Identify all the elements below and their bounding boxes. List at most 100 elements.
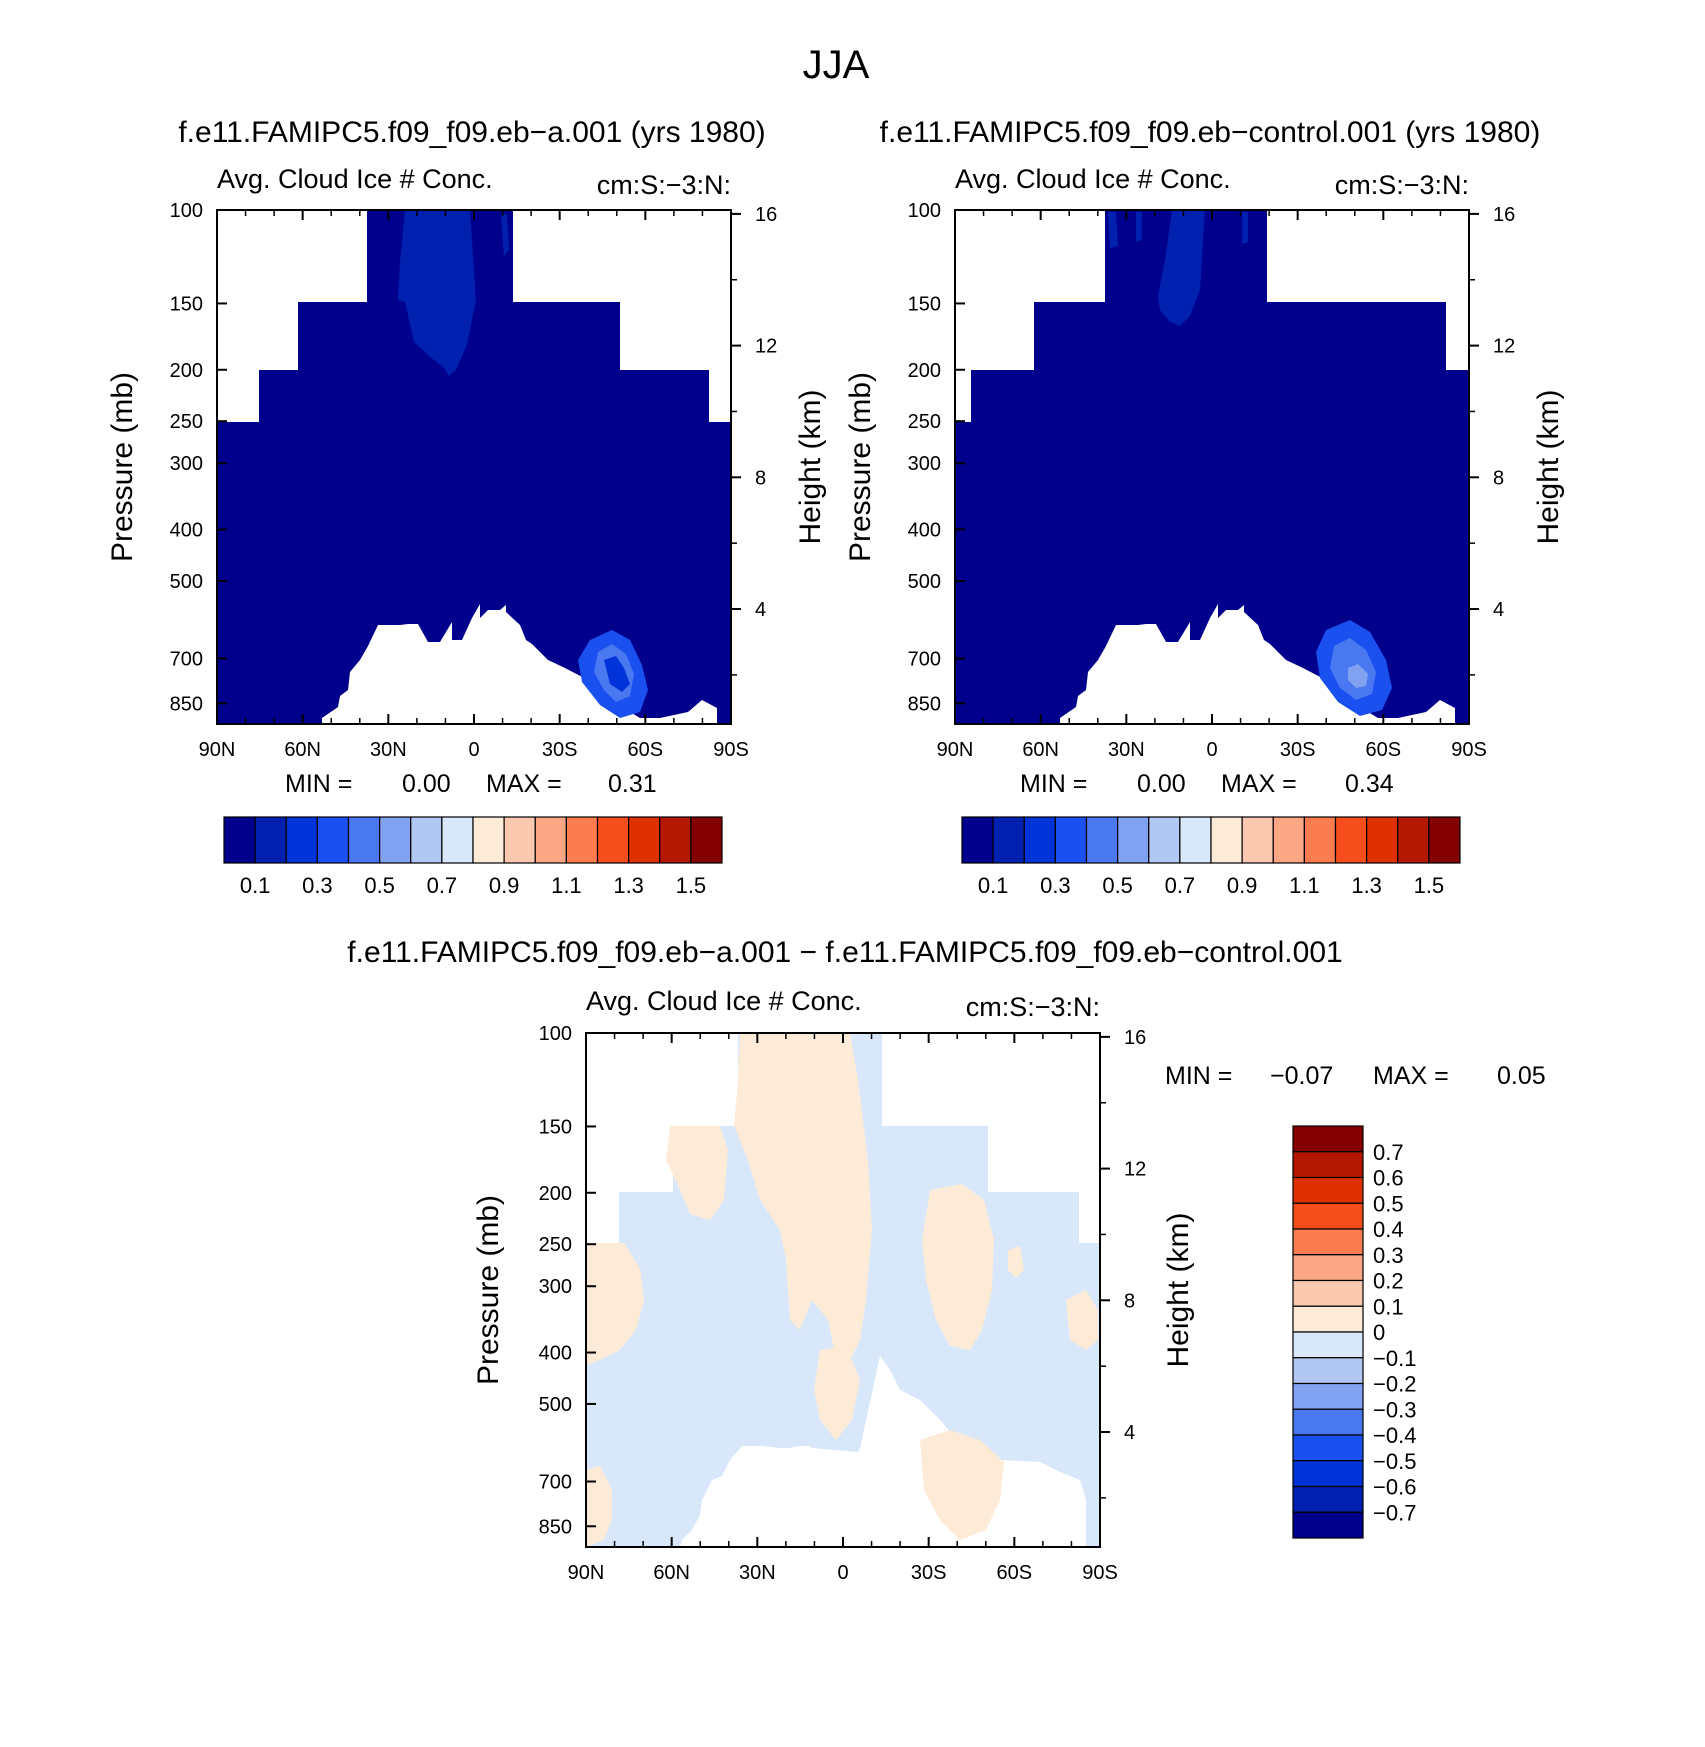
panel-c-ytick-label: 850 [539,1516,572,1538]
panel-b-y2tick-label: 8 [1493,467,1504,489]
panel-a-colorbar-label: 1.3 [613,873,644,898]
panel-c-xtick-label: 90N [568,1562,605,1584]
panel-c-colorbar-label: −0.2 [1373,1372,1416,1397]
panel-b-colorbar-swatch [961,816,994,864]
panel-c-colorbar-label: −0.3 [1373,1397,1416,1422]
panel-a-xtick-label: 60S [628,739,664,761]
panel-b-min-label: MIN = [1020,770,1087,798]
panel-c-ytick-label: 100 [539,1023,572,1045]
panel-a-gap-2 [246,370,249,422]
panel-a-colorbar-swatch [503,816,536,864]
panel-a-colorbar-label: 0.1 [240,873,271,898]
panel-c-colorbar-swatch [1292,1254,1364,1282]
panel-a-colorbar-swatch [254,816,287,864]
panel-b-field [955,210,1469,724]
panel-c-colorbar-swatch [1292,1485,1364,1513]
panel-b-colorbar-swatch [992,816,1025,864]
panel-c-colorbar-swatch [1292,1434,1364,1462]
panel-b-title: f.e11.FAMIPC5.f09_f09.eb−control.001 (yr… [880,116,1541,149]
panel-a-colorbar-label: 1.5 [676,873,707,898]
panel-a: f.e11.FAMIPC5.f09_f09.eb−a.001 (yrs 1980… [106,116,827,898]
panel-a-colorbar-swatch [565,816,599,864]
panel-c-field [586,1033,1100,1547]
panel-a-colorbar: 0.1 0.3 0.5 0.7 0.9 1.1 1.3 1.5 [223,816,723,898]
panel-c-min-value: −0.07 [1270,1062,1333,1090]
panel-c-colorbar-swatch [1292,1279,1364,1307]
panel-a-title: f.e11.FAMIPC5.f09_f09.eb−a.001 (yrs 1980… [178,116,765,149]
panel-c-colorbar-swatch [1292,1228,1364,1256]
panel-a-ytick-label: 200 [170,360,203,382]
panel-a-y2tick-label: 4 [755,599,766,621]
panel-a-colorbar-label: 0.3 [302,873,333,898]
panel-a-ytick-label: 100 [170,200,203,222]
panel-a-ytick-label: 300 [170,453,203,475]
panel-c: f.e11.FAMIPC5.f09_f09.eb−a.001 − f.e11.F… [347,936,1545,1584]
panel-c-max-label: MAX = [1373,1062,1449,1090]
panel-b-colorbar-swatch [1054,816,1088,864]
panel-b-ytick-label: 850 [908,693,941,715]
panel-c-ylabel: Pressure (mb) [472,1195,505,1385]
panel-b-colorbar-swatch [1397,816,1430,864]
panel-a-min-label: MIN = [285,770,352,798]
panel-c-colorbar-label: −0.5 [1373,1449,1416,1474]
panel-b-ytick-label: 250 [908,411,941,433]
panel-b-ytick-label: 300 [908,453,941,475]
panel-b-colorbar-swatch [1334,816,1368,864]
panel-b-colorbar-swatch [1023,816,1056,864]
panel-b-xtick-label: 0 [1206,739,1217,761]
panel-a-colorbar-swatch [472,816,505,864]
panel-b-colorbar-label: 0.5 [1102,873,1133,898]
panel-b: f.e11.FAMIPC5.f09_f09.eb−control.001 (yr… [844,116,1565,898]
panel-a-ytick-label: 250 [170,411,203,433]
panel-b-y2tick-label: 4 [1493,599,1504,621]
panel-b-colorbar-label: 0.3 [1040,873,1071,898]
panel-b-colorbar-swatch [1366,816,1399,864]
panel-b-colorbar-label: 0.9 [1227,873,1258,898]
panel-c-ytick-label: 300 [539,1276,572,1298]
panel-b-contour-upper [1158,210,1205,326]
panel-c-pos-region-6 [814,1346,860,1440]
panel-c-pos-region-1 [734,1033,872,1365]
panel-c-ytick-label: 500 [539,1394,572,1416]
panel-b-colorbar-swatch [1179,816,1212,864]
panel-b-colorbar-swatch [1085,816,1119,864]
panel-c-colorbar: 0.70.60.50.40.30.20.10−0.1−0.2−0.3−0.4−0… [1292,1125,1416,1539]
panel-c-colorbar-label: 0.4 [1373,1217,1404,1242]
panel-a-left-label: Avg. Cloud Ice # Conc. [217,164,493,194]
panel-a-field [217,210,731,724]
panel-a-colorbar-swatch [379,816,412,864]
panel-a-contour-upper [398,210,476,376]
panel-a-y2tick-label: 12 [755,336,777,358]
panel-a-field-base [217,210,731,724]
panel-a-y2tick-label: 16 [755,204,777,226]
panel-a-contour-low-3 [604,656,630,692]
panel-c-colorbar-label: 0.7 [1373,1140,1404,1165]
panel-a-ytick-label: 850 [170,693,203,715]
panel-b-colorbar-label: 0.1 [978,873,1009,898]
panel-b-y2tick-label: 16 [1493,204,1515,226]
panel-c-y2tick-label: 16 [1124,1027,1146,1049]
panel-b-colorbar-swatch [1117,816,1150,864]
panel-b-left-label: Avg. Cloud Ice # Conc. [955,164,1231,194]
panel-c-colorbar-label: 0.2 [1373,1269,1404,1294]
panel-c-ytick-label: 250 [539,1234,572,1256]
panel-b-ylabel: Pressure (mb) [844,372,877,562]
panel-a-ytick-label: 700 [170,649,203,671]
panel-c-colorbar-label: −0.4 [1373,1423,1416,1448]
panel-c-pos-region-8 [1066,1290,1098,1350]
panel-c-colorbar-label: −0.1 [1373,1346,1416,1371]
panel-c-colorbar-label: 0 [1373,1320,1385,1345]
panel-c-xtick-label: 90S [1082,1562,1118,1584]
panel-b-y2label: Height (km) [1532,389,1565,544]
panel-c-colorbar-swatch [1292,1357,1364,1385]
panel-b-ytick-label: 700 [908,649,941,671]
panel-a-colorbar-swatch [534,816,567,864]
panel-c-ytick-label: 150 [539,1116,572,1138]
panel-a-xtick-label: 30N [370,739,407,761]
panel-c-colorbar-swatch [1292,1125,1364,1153]
panel-b-colorbar-label: 1.3 [1351,873,1382,898]
panel-c-y2tick-label: 4 [1124,1422,1135,1444]
panel-b-y2tick-label: 12 [1493,336,1515,358]
panel-a-xtick-label: 0 [468,739,479,761]
